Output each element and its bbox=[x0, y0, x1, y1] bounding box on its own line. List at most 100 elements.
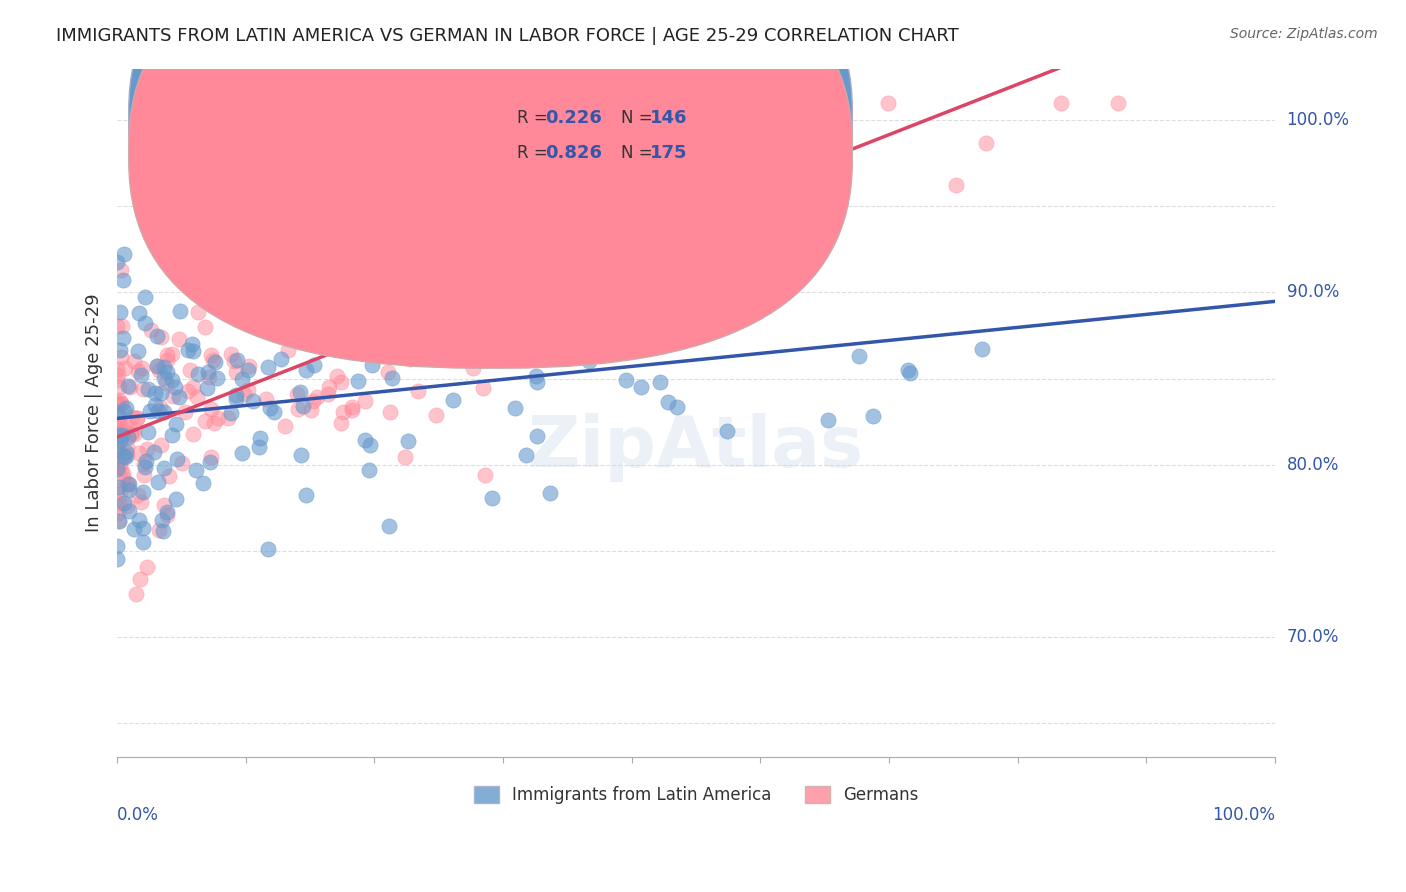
blue bbox=[138, 382, 160, 396]
pink bbox=[156, 508, 179, 523]
pink bbox=[193, 320, 215, 334]
blue bbox=[231, 372, 253, 386]
blue bbox=[150, 386, 173, 401]
pink bbox=[107, 461, 129, 475]
pink bbox=[399, 351, 422, 366]
blue bbox=[160, 428, 183, 442]
Text: 100.0%: 100.0% bbox=[1212, 805, 1275, 823]
pink bbox=[136, 559, 159, 574]
blue bbox=[491, 314, 513, 328]
pink bbox=[200, 450, 222, 464]
blue bbox=[657, 395, 679, 409]
pink bbox=[1107, 95, 1129, 110]
pink bbox=[117, 477, 139, 491]
pink bbox=[233, 387, 256, 401]
pink bbox=[105, 484, 128, 499]
pink bbox=[238, 359, 260, 373]
blue bbox=[256, 541, 278, 556]
blue bbox=[862, 409, 884, 423]
blue bbox=[205, 370, 228, 384]
pink bbox=[167, 332, 190, 346]
blue bbox=[146, 329, 169, 343]
pink bbox=[107, 394, 129, 409]
blue bbox=[443, 393, 465, 408]
blue bbox=[131, 368, 153, 382]
pink bbox=[394, 450, 416, 464]
pink bbox=[110, 397, 132, 411]
blue bbox=[242, 394, 264, 409]
blue bbox=[524, 369, 547, 384]
pink bbox=[472, 381, 495, 395]
pink bbox=[107, 392, 129, 407]
blue bbox=[817, 413, 839, 427]
pink bbox=[127, 487, 149, 501]
Text: R =: R = bbox=[516, 144, 553, 161]
blue bbox=[134, 460, 156, 475]
pink bbox=[485, 285, 508, 300]
pink bbox=[179, 363, 201, 377]
pink bbox=[332, 405, 354, 419]
pink bbox=[105, 438, 128, 452]
pink bbox=[107, 455, 129, 469]
pink bbox=[131, 361, 153, 376]
blue bbox=[152, 460, 174, 475]
pink bbox=[131, 383, 153, 397]
blue bbox=[165, 417, 187, 431]
blue bbox=[359, 438, 381, 452]
pink bbox=[125, 586, 148, 600]
pink bbox=[685, 192, 707, 206]
pink bbox=[127, 364, 149, 378]
blue bbox=[186, 463, 208, 477]
pink bbox=[129, 572, 152, 586]
Text: IMMIGRANTS FROM LATIN AMERICA VS GERMAN IN LABOR FORCE | AGE 25-29 CORRELATION C: IMMIGRANTS FROM LATIN AMERICA VS GERMAN … bbox=[56, 27, 959, 45]
blue bbox=[110, 305, 132, 319]
blue bbox=[166, 451, 188, 466]
blue bbox=[110, 343, 132, 357]
pink bbox=[201, 352, 224, 367]
pink bbox=[547, 160, 569, 174]
Text: R =: R = bbox=[516, 109, 553, 128]
blue bbox=[152, 524, 174, 538]
blue bbox=[135, 454, 157, 468]
pink bbox=[198, 369, 221, 384]
pink bbox=[149, 401, 172, 415]
blue bbox=[169, 304, 191, 318]
pink bbox=[108, 417, 131, 432]
blue bbox=[377, 519, 399, 533]
blue bbox=[318, 260, 340, 274]
blue bbox=[105, 551, 128, 566]
pink bbox=[363, 272, 385, 286]
blue bbox=[295, 362, 318, 376]
pink bbox=[149, 330, 172, 344]
blue bbox=[118, 503, 141, 517]
pink bbox=[276, 272, 298, 286]
pink bbox=[524, 291, 547, 305]
blue bbox=[105, 442, 128, 456]
blue bbox=[259, 401, 281, 416]
pink bbox=[111, 319, 134, 334]
pink bbox=[519, 200, 541, 214]
pink bbox=[115, 448, 138, 462]
pink bbox=[707, 195, 730, 210]
pink bbox=[112, 471, 135, 485]
blue bbox=[359, 463, 381, 477]
blue bbox=[167, 390, 190, 404]
pink bbox=[212, 287, 235, 301]
pink bbox=[648, 292, 671, 306]
blue bbox=[512, 286, 534, 301]
pink bbox=[105, 397, 128, 411]
blue bbox=[152, 371, 174, 385]
blue bbox=[245, 206, 267, 220]
pink bbox=[217, 411, 239, 425]
blue bbox=[361, 358, 384, 372]
pink bbox=[108, 457, 131, 471]
pink bbox=[429, 273, 451, 287]
blue bbox=[105, 462, 128, 476]
blue bbox=[371, 348, 394, 362]
pink bbox=[406, 384, 429, 399]
blue bbox=[236, 363, 259, 377]
blue bbox=[146, 475, 169, 490]
pink bbox=[105, 362, 128, 376]
blue bbox=[270, 352, 292, 367]
blue bbox=[294, 224, 316, 238]
